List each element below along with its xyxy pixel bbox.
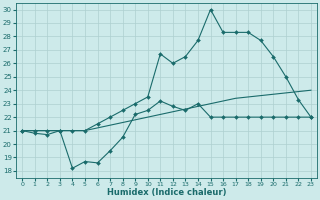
X-axis label: Humidex (Indice chaleur): Humidex (Indice chaleur) — [107, 188, 226, 197]
